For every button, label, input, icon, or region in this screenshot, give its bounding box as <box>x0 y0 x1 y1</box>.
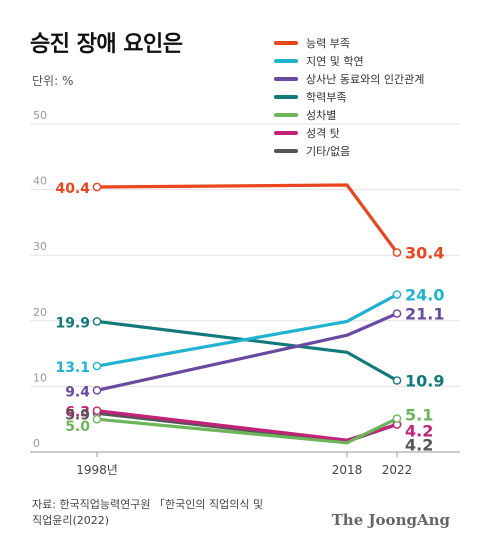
data-label: 5.9 <box>65 407 90 423</box>
legend-label: 성격 탓 <box>306 127 340 140</box>
legend-item: 성차별 <box>274 106 424 124</box>
data-point <box>392 309 402 318</box>
legend-swatch <box>274 77 298 81</box>
x-tick-label: 2018 <box>332 463 363 477</box>
legend-swatch <box>274 41 298 45</box>
legend: 능력 부족 지연 및 학연 상사난 동료와의 인간관계 학력부족 성차별 성격 … <box>274 34 424 160</box>
data-point <box>392 414 402 423</box>
legend-label: 지연 및 학연 <box>306 55 364 68</box>
y-tick-label: 40 <box>33 175 47 188</box>
legend-swatch <box>274 95 298 99</box>
data-point <box>92 386 102 395</box>
legend-swatch <box>274 59 298 63</box>
legend-item: 성격 탓 <box>274 124 424 142</box>
data-label: 21.1 <box>405 305 444 324</box>
legend-label: 학력부족 <box>306 91 347 104</box>
data-point <box>392 376 402 385</box>
data-label: 30.4 <box>405 244 444 263</box>
data-point <box>92 406 102 415</box>
data-label: 4.2 <box>405 435 433 454</box>
series-line <box>95 292 399 368</box>
data-label: 19.9 <box>55 315 90 331</box>
legend-label: 기타/없음 <box>306 145 351 158</box>
data-point <box>92 361 102 371</box>
legend-item: 지연 및 학연 <box>274 52 424 70</box>
data-point <box>392 248 402 257</box>
y-tick-label: 0 <box>33 437 40 450</box>
legend-swatch <box>274 131 298 135</box>
legend-item: 상사난 동료와의 인간관계 <box>274 70 424 88</box>
brand-logo: The JoongAng <box>331 511 450 529</box>
series-line <box>95 183 399 255</box>
data-label: 5.1 <box>405 406 433 425</box>
data-point <box>92 414 102 424</box>
chart-title: 승진 장애 요인은 <box>30 32 183 57</box>
data-point <box>92 182 102 192</box>
data-label: 5.0 <box>65 419 90 435</box>
data-label: 10.9 <box>405 371 444 390</box>
legend-label: 성차별 <box>306 109 337 122</box>
source-line-1: 자료: 한국직업능력연구원 「한국인의 직업의식 및 <box>32 498 264 511</box>
source-note: 자료: 한국직업능력연구원 「한국인의 직업의식 및 직업윤리(2022) <box>32 497 263 529</box>
data-label: 6.3 <box>65 405 90 421</box>
legend-label: 상사난 동료와의 인간관계 <box>306 73 425 86</box>
data-label: 24.0 <box>405 286 444 305</box>
series-line <box>95 409 399 442</box>
legend-item: 기타/없음 <box>274 142 424 160</box>
source-line-2: 직업윤리(2022) <box>32 514 110 527</box>
series-line <box>95 416 399 445</box>
data-point <box>392 290 402 299</box>
unit-label: 단위: % <box>32 74 74 88</box>
y-tick-label: 20 <box>33 306 47 319</box>
x-tick-label: 2022 <box>382 463 413 477</box>
data-label: 4.2 <box>405 421 433 440</box>
legend-item: 능력 부족 <box>274 34 424 52</box>
legend-item: 학력부족 <box>274 88 424 106</box>
data-point <box>92 317 102 326</box>
legend-swatch <box>274 113 298 117</box>
y-tick-label: 10 <box>33 371 47 384</box>
series-line <box>95 311 399 392</box>
x-tick-label: 1998년 <box>76 463 118 477</box>
data-label: 13.1 <box>55 360 90 376</box>
legend-swatch <box>274 149 298 153</box>
y-tick-label: 30 <box>33 240 47 253</box>
series-line <box>95 319 399 383</box>
y-tick-label: 50 <box>33 109 47 122</box>
data-label: 40.4 <box>55 181 90 197</box>
data-label: 9.4 <box>65 384 90 400</box>
legend-label: 능력 부족 <box>306 37 350 50</box>
